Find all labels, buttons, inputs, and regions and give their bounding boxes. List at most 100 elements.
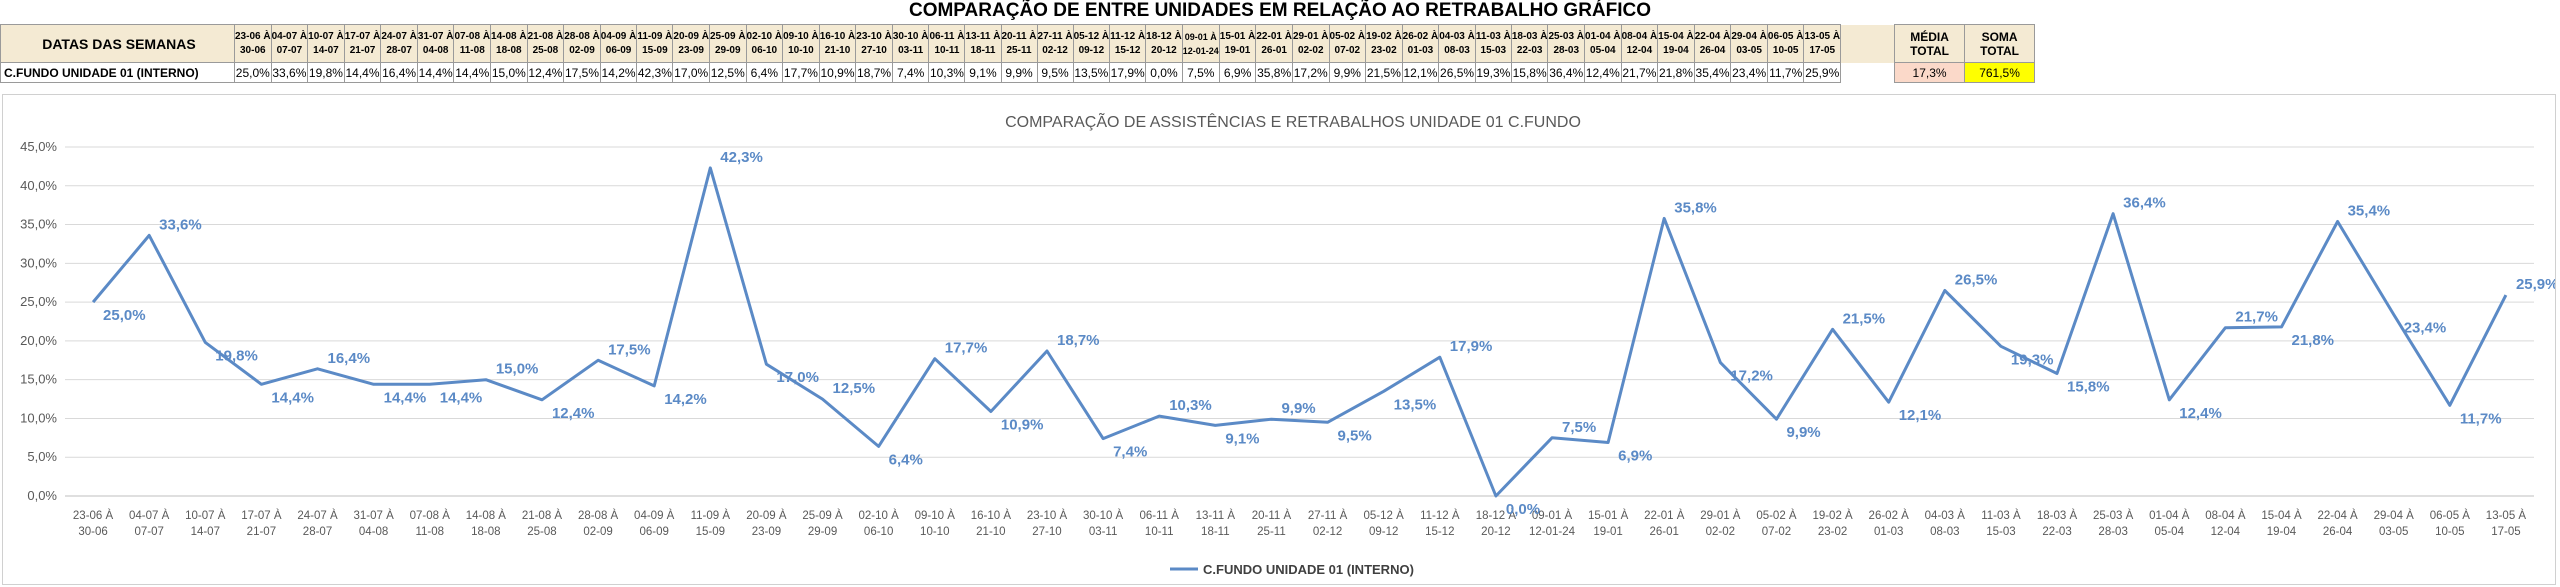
week-to: 22-03 <box>1516 44 1543 56</box>
x-tick-label: 20-09 À <box>746 509 787 522</box>
week-from: 31-07 À <box>417 30 454 42</box>
week-value-cell: 42,3% <box>636 62 674 83</box>
data-label: 14,4% <box>384 389 427 406</box>
week-value-cell: 14,4% <box>343 62 382 83</box>
week-header-cell: 04-03 À 08-03 <box>1438 24 1476 63</box>
week-header-cell: 20-11 À 25-11 <box>1000 24 1038 63</box>
data-label: 10,3% <box>1169 397 1212 414</box>
week-from: 04-09 À <box>600 30 637 42</box>
series-line <box>91 166 2508 498</box>
data-label: 0,0% <box>1506 501 1540 518</box>
chart-area[interactable]: COMPARAÇÃO DE ASSISTÊNCIAS E RETRABALHOS… <box>2 94 2556 585</box>
week-to: 28-07 <box>386 44 412 56</box>
week-header-cell: 26-02 À 01-03 <box>1401 24 1440 63</box>
sheet-title: COMPARAÇÃO DE ENTRE UNIDADES EM RELAÇÃO … <box>908 0 1652 21</box>
week-to: 23-02 <box>1371 44 1397 56</box>
week-to: 11-08 <box>459 44 485 56</box>
week-from: 21-08 À <box>527 30 564 42</box>
week-header-cell: 23-10 À 27-10 <box>855 24 893 63</box>
week-to: 18-11 <box>970 44 996 56</box>
week-header-cell: 22-01 À 26-01 <box>1255 24 1293 63</box>
x-tick-label: 28-08 À <box>578 509 619 522</box>
data-label: 6,4% <box>889 451 923 468</box>
soma-label-2: TOTAL <box>1980 43 2019 58</box>
week-value-cell: 7,4% <box>891 62 930 83</box>
week-to: 28-03 <box>1553 44 1580 56</box>
x-tick-label: 08-04 À <box>2205 509 2246 522</box>
week-to: 25-11 <box>1006 44 1032 56</box>
x-tick-label: 09-10 À <box>915 509 956 522</box>
y-tick-label: 5,0% <box>27 449 57 464</box>
data-label: 35,8% <box>1674 199 1717 216</box>
x-tick-label: 17-05 <box>2491 526 2520 538</box>
y-tick-label: 25,0% <box>20 294 57 309</box>
week-to: 02-12 <box>1042 44 1068 56</box>
data-label: 21,5% <box>1843 310 1886 327</box>
data-label: 17,2% <box>1730 368 1773 385</box>
x-tick-label: 09-01 À <box>1532 509 1573 522</box>
week-to: 02-02 <box>1297 44 1324 56</box>
x-tick-label: 21-08 À <box>522 509 563 522</box>
week-value-cell: 9,5% <box>1036 62 1074 83</box>
x-tick-label: 03-05 <box>2379 526 2408 538</box>
week-to: 26-04 <box>1699 44 1726 56</box>
x-tick-label: 28-07 <box>303 526 332 538</box>
week-header-cell: 09-10 À 10-10 <box>782 24 820 63</box>
x-tick-label: 19-01 <box>1593 526 1622 538</box>
week-to: 15-09 <box>642 44 668 56</box>
week-value-cell: 6,4% <box>745 62 784 83</box>
week-to: 08-03 <box>1444 44 1470 56</box>
week-from: 13-05 À <box>1804 30 1841 42</box>
week-from: 18-12 À <box>1146 30 1182 42</box>
media-label-2: TOTAL <box>1910 43 1949 58</box>
week-from: 20-09 À <box>673 30 709 42</box>
data-label: 9,9% <box>1281 400 1315 417</box>
data-label: 14,4% <box>440 389 483 406</box>
x-tick-label: 14-07 <box>191 526 220 538</box>
x-tick-label: 13-05 À <box>2486 509 2527 522</box>
x-tick-label: 05-12 À <box>1364 509 1405 522</box>
x-tick-label: 07-08 À <box>410 509 451 522</box>
data-label: 12,4% <box>552 405 595 422</box>
week-from: 04-03 À <box>1439 30 1475 42</box>
x-tick-label: 30-10 À <box>1083 509 1124 522</box>
data-label: 7,4% <box>1113 444 1147 461</box>
week-from: 25-09 À <box>709 30 746 42</box>
week-value-cell: 7,5% <box>1181 62 1220 83</box>
week-value-cell: 10,3% <box>928 62 966 83</box>
week-header-cell: 23-06 À 30-06 <box>234 24 272 63</box>
week-from: 20-11 À <box>1001 30 1037 42</box>
week-from: 23-06 À <box>235 30 271 42</box>
week-header-cell: 18-12 À 20-12 <box>1145 24 1183 63</box>
x-tick-label: 26-02 À <box>1869 509 1910 522</box>
x-tick-label: 11-09 À <box>691 509 731 522</box>
x-tick-label: 08-03 <box>1930 526 1959 538</box>
week-value-cell: 17,0% <box>672 62 710 83</box>
week-from: 09-10 À <box>783 30 819 42</box>
week-from: 02-10 À <box>746 30 783 42</box>
x-tick-label: 10-07 À <box>185 509 226 522</box>
week-value-cell: 21,5% <box>1365 62 1403 83</box>
week-to: 03-11 <box>898 44 924 56</box>
week-value-cell: 17,2% <box>1291 62 1330 83</box>
data-label: 26,5% <box>1955 271 1998 288</box>
x-tick-label: 21-10 <box>976 526 1005 538</box>
x-tick-label: 26-01 <box>1650 526 1679 538</box>
week-value-cell: 16,4% <box>380 62 418 83</box>
media-total-header: MÉDIA TOTAL <box>1894 24 1966 63</box>
x-tick-label: 20-11 À <box>1252 509 1292 522</box>
x-tick-label: 09-12 <box>1369 526 1398 538</box>
soma-total-value: 761,5% <box>1964 62 2036 83</box>
week-value-cell: 35,4% <box>1693 62 1732 83</box>
x-tick-label: 04-09 À <box>634 509 675 522</box>
data-label: 15,8% <box>2067 378 2110 395</box>
week-header-cell: 13-11 À 18-11 <box>964 24 1002 63</box>
x-tick-label: 04-03 À <box>1925 509 1966 522</box>
x-tick-label: 14-08 À <box>466 509 507 522</box>
week-from: 11-09 À <box>637 30 673 42</box>
week-value-cell: 19,3% <box>1474 62 1512 83</box>
week-value-cell: 33,6% <box>270 62 309 83</box>
week-from: 06-11 À <box>929 30 965 42</box>
week-header-cell: 11-03 À 15-03 <box>1474 24 1512 63</box>
week-from: 11-03 À <box>1475 30 1511 42</box>
